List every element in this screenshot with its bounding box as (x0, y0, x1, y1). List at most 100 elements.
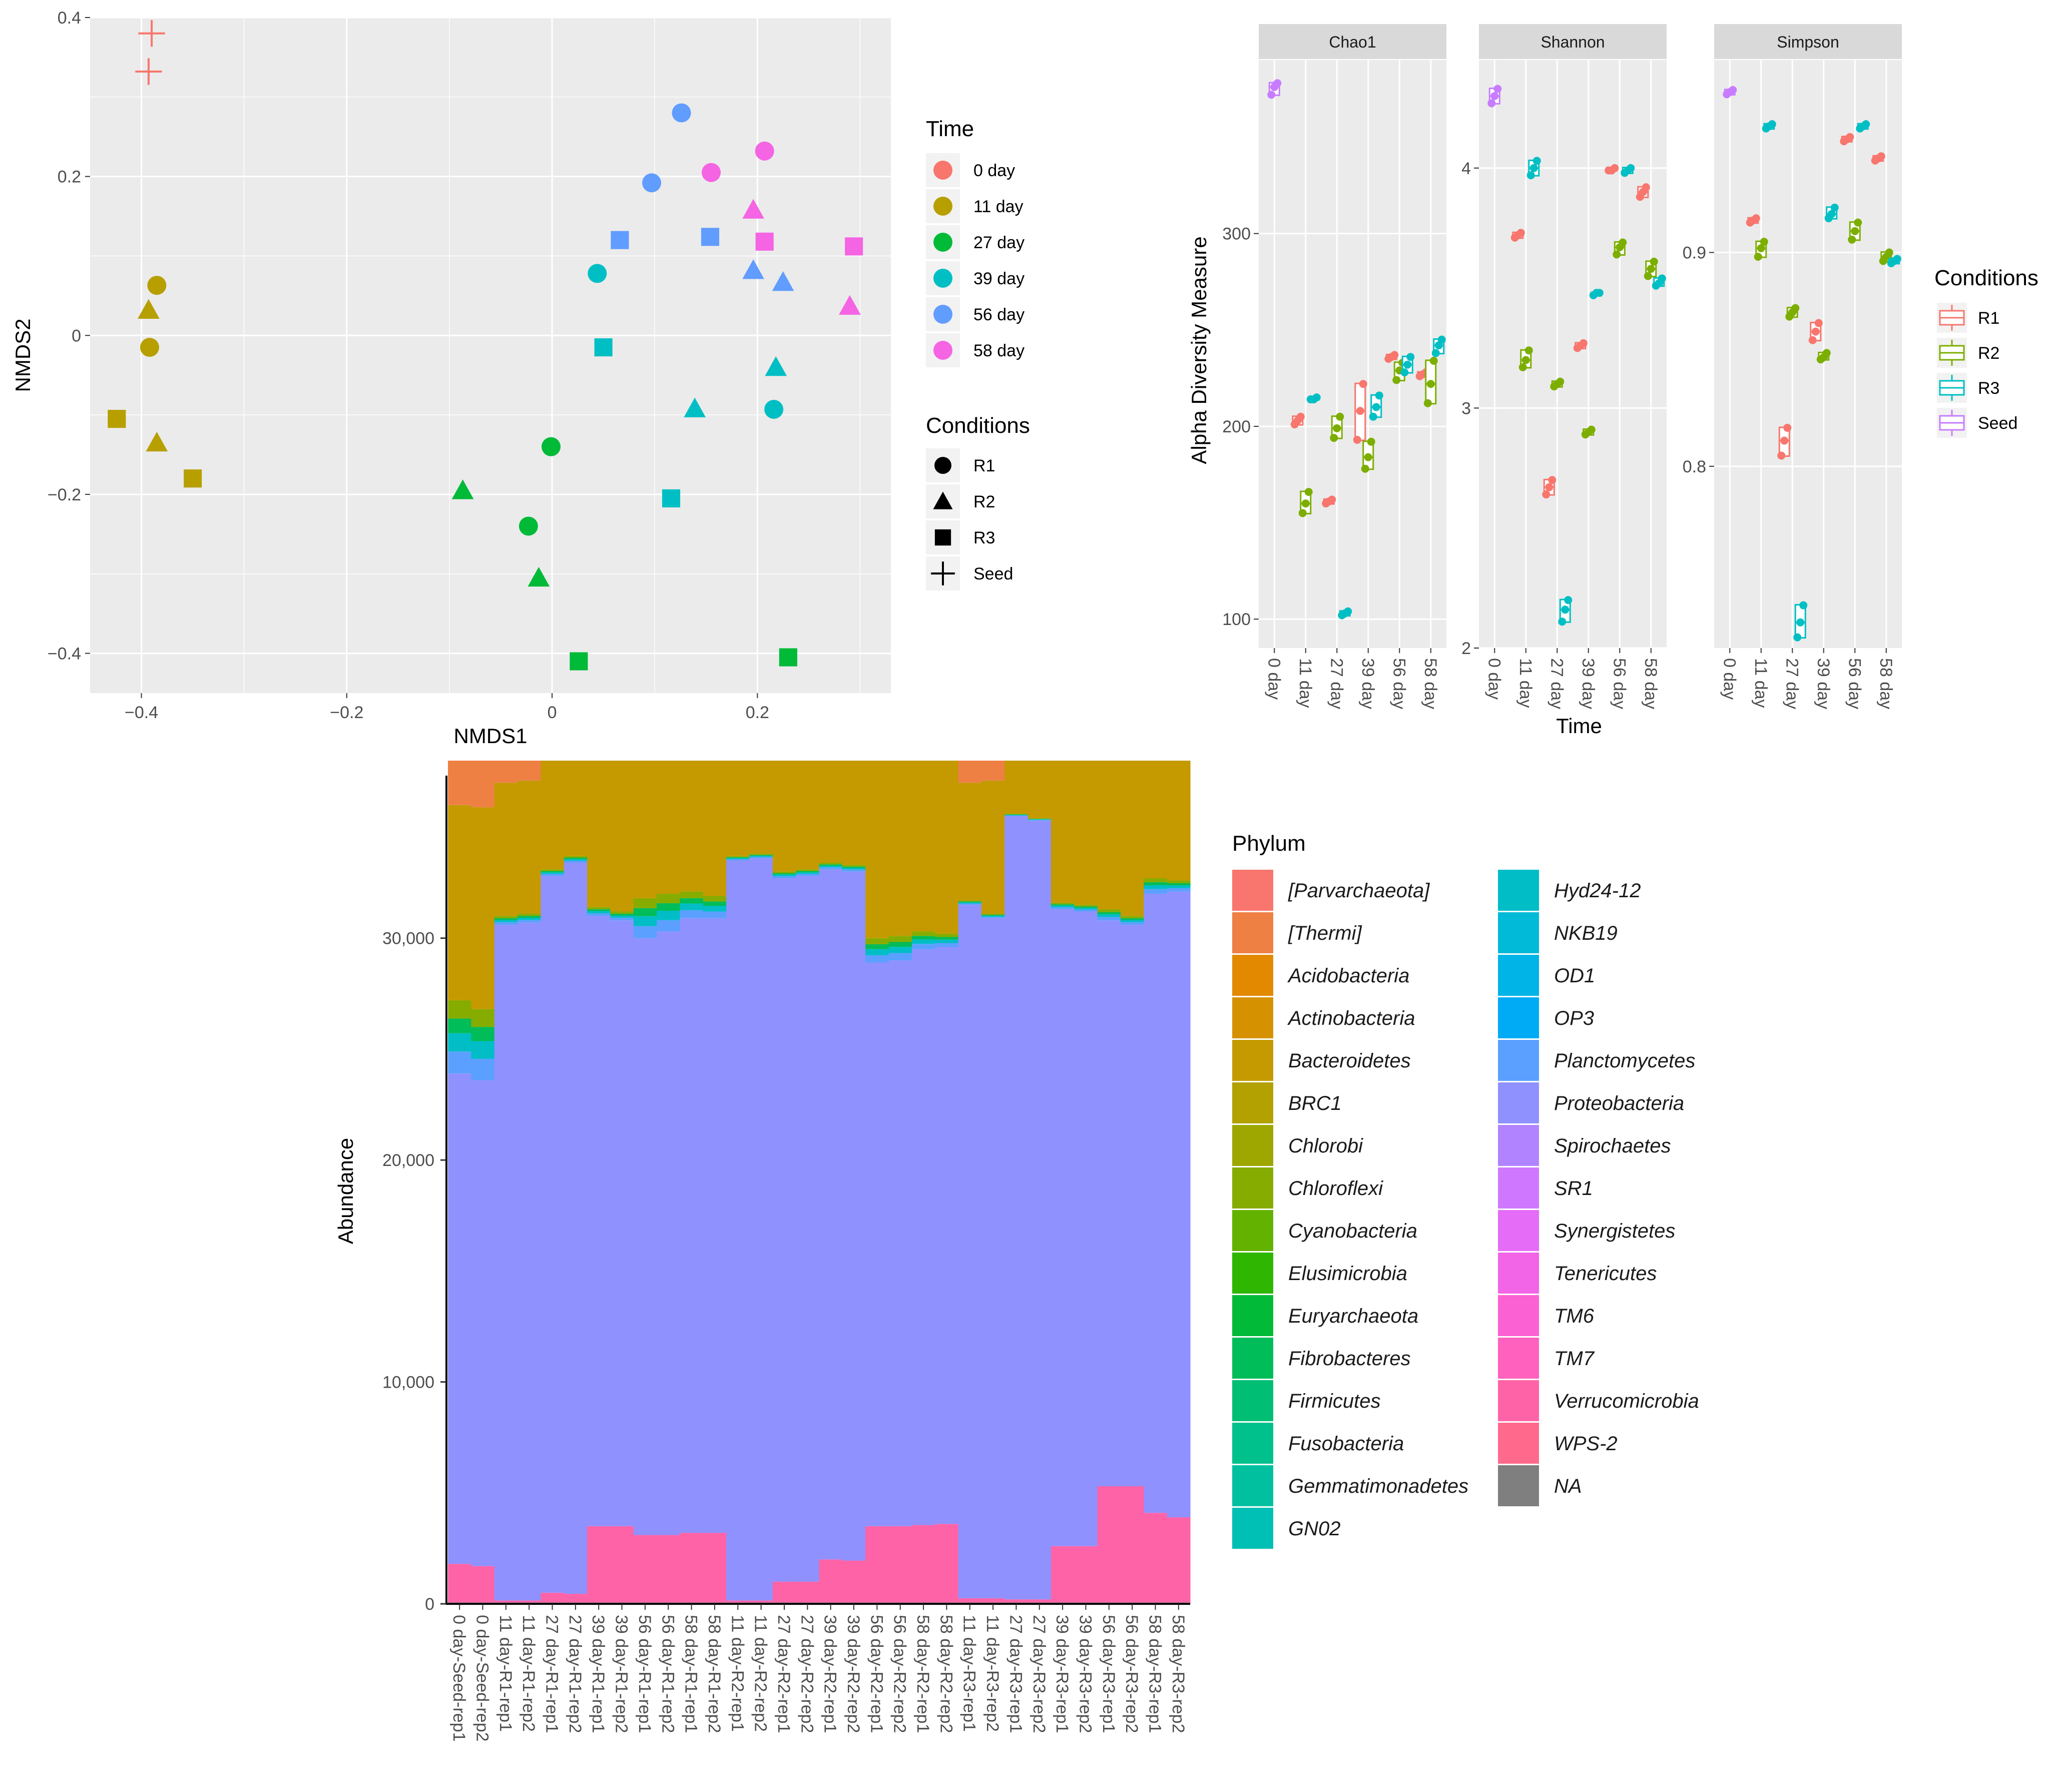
legend-label: R3 (1978, 379, 1999, 398)
abundance-x-tick-label: 56 day-R1-rep1 (635, 1615, 654, 1733)
legend-swatch-tm7 (1498, 1338, 1539, 1379)
alpha-box-r3 (1589, 289, 1604, 299)
facet-x-tick-label: 11 day (1296, 658, 1315, 708)
nmds-point (772, 271, 794, 291)
segment-bacteroidetes (564, 761, 588, 856)
segment-verrucomicrobia (1004, 1599, 1029, 1603)
segment-planctomycetes (958, 903, 982, 905)
facet-y-tick-label: 200 (1222, 417, 1251, 436)
segment-bacteroidetes (1074, 761, 1098, 905)
alpha-point (1369, 412, 1377, 421)
abundance-y-tick-label: 10,000 (382, 1373, 434, 1392)
legend-label: Verrucomicrobia (1554, 1390, 1699, 1412)
legend-key-58-day (933, 341, 952, 360)
alpha-box-r1 (1542, 476, 1557, 499)
segment-verrucomicrobia (518, 1600, 541, 1603)
alpha-point (1862, 120, 1870, 129)
segment-planctomycetes (772, 876, 796, 879)
alpha-point (1854, 218, 1862, 227)
segment-fibrobacteres (796, 871, 820, 873)
legend-swatch-thermi (1232, 912, 1273, 953)
legend-swatch-elusimicrobia (1232, 1253, 1273, 1294)
segment-proteobacteria (1074, 911, 1098, 1546)
alpha-point (1647, 265, 1655, 273)
legend-label: [Parvarchaeota] (1288, 880, 1430, 902)
abundance-bar (1004, 761, 1029, 1604)
segment-bacteroidetes (518, 780, 541, 914)
nmds-point (839, 295, 861, 315)
nmds-point (108, 410, 126, 428)
legend-key-56-day (933, 305, 952, 324)
legend-swatch-fibrobacteres (1232, 1338, 1273, 1379)
abundance-bar (1167, 761, 1191, 1604)
abundance-x-tick-label: 56 day-R2-rep1 (867, 1615, 886, 1733)
legend-swatch-verrucomicrobia (1498, 1380, 1539, 1421)
facet-x-tick-label: 11 day (1516, 658, 1535, 708)
abundance-x-tick-label: 11 day-R3-rep1 (960, 1615, 979, 1732)
facet-x-tick-label: 39 day (1579, 658, 1598, 709)
legend-label: Actinobacteria (1287, 1007, 1415, 1029)
alpha-point (1493, 85, 1502, 93)
segment-bacteroidetes (703, 761, 727, 896)
legend-label: Acidobacteria (1287, 965, 1409, 987)
abundance-bar (1144, 761, 1168, 1604)
legend-label: Bacteroidetes (1288, 1050, 1411, 1072)
abundance-panel: 0 10,000 20,000 30,000 0 day-Seed-rep1 0 day… (334, 761, 1699, 1741)
segment-bacteroidetes (1028, 761, 1052, 819)
segment-hyd24-12 (564, 859, 588, 861)
nmds-point (742, 199, 764, 219)
segment-fibrobacteres (865, 944, 889, 949)
abundance-bar (865, 761, 889, 1604)
legend-swatch-fusobacteria (1232, 1423, 1273, 1464)
segment-bacteroidetes (796, 761, 820, 870)
segment-hyd24-12 (494, 920, 518, 922)
alpha-point (1814, 319, 1823, 327)
segment-planctomycetes (610, 917, 634, 921)
segment-hyd24-12 (1051, 905, 1075, 908)
alpha-point (1885, 248, 1893, 257)
abundance-legend-title: Phylum (1232, 831, 1306, 856)
segment-verrucomicrobia (657, 1535, 681, 1603)
segment-fibrobacteres (680, 898, 704, 904)
segment-planctomycetes (981, 917, 1005, 918)
segment-fibrobacteres (958, 901, 982, 903)
facet-x-tick-label: 0 day (1264, 658, 1283, 700)
segment-planctomycetes (1051, 907, 1075, 910)
segment-verrucomicrobia (564, 1594, 588, 1603)
legend-label: WPS-2 (1554, 1433, 1618, 1455)
abundance-x-tick-label: 56 day-R1-rep2 (658, 1615, 677, 1733)
alpha-point (1521, 356, 1530, 364)
legend-swatch-proteobacteria (1498, 1082, 1539, 1123)
alpha-point (1526, 171, 1535, 180)
segment-hyd24-12 (518, 917, 541, 920)
alpha-point (1429, 356, 1438, 365)
facet-y-tick-label: 2 (1461, 639, 1471, 658)
alpha-point (1822, 349, 1831, 357)
segment-proteobacteria (726, 860, 750, 1601)
segment-hyd24-12 (981, 915, 1005, 917)
alpha-point (1783, 423, 1792, 432)
alpha-point (1650, 257, 1658, 266)
facet-x-tick-label: 56 day (1389, 658, 1408, 709)
segment-hyd24-12 (1097, 914, 1121, 917)
nmds-point (135, 58, 162, 85)
segment-proteobacteria (1120, 925, 1144, 1486)
legend-swatch-hyd24-12 (1498, 870, 1539, 911)
legend-label: 56 day (973, 305, 1024, 324)
facet-x-tick-label: 56 day (1610, 658, 1629, 709)
segment-hyd24-12 (1028, 819, 1052, 820)
legend-swatch-na (1498, 1465, 1539, 1506)
facet-x-tick-label: 39 day (1814, 658, 1833, 709)
alpha-point (1780, 436, 1789, 445)
alpha-point (1431, 349, 1440, 357)
alpha-point (1757, 244, 1765, 252)
alpha-point (1613, 250, 1621, 259)
legend-label: R2 (973, 492, 995, 511)
segment-bacteroidetes (494, 783, 518, 916)
alpha-point (1304, 487, 1313, 496)
legend-key-27-day (933, 233, 952, 252)
nmds-point (570, 652, 588, 671)
alpha-box-r3 (1621, 164, 1635, 177)
facet-background (1259, 60, 1446, 648)
segment-proteobacteria (958, 905, 982, 1598)
